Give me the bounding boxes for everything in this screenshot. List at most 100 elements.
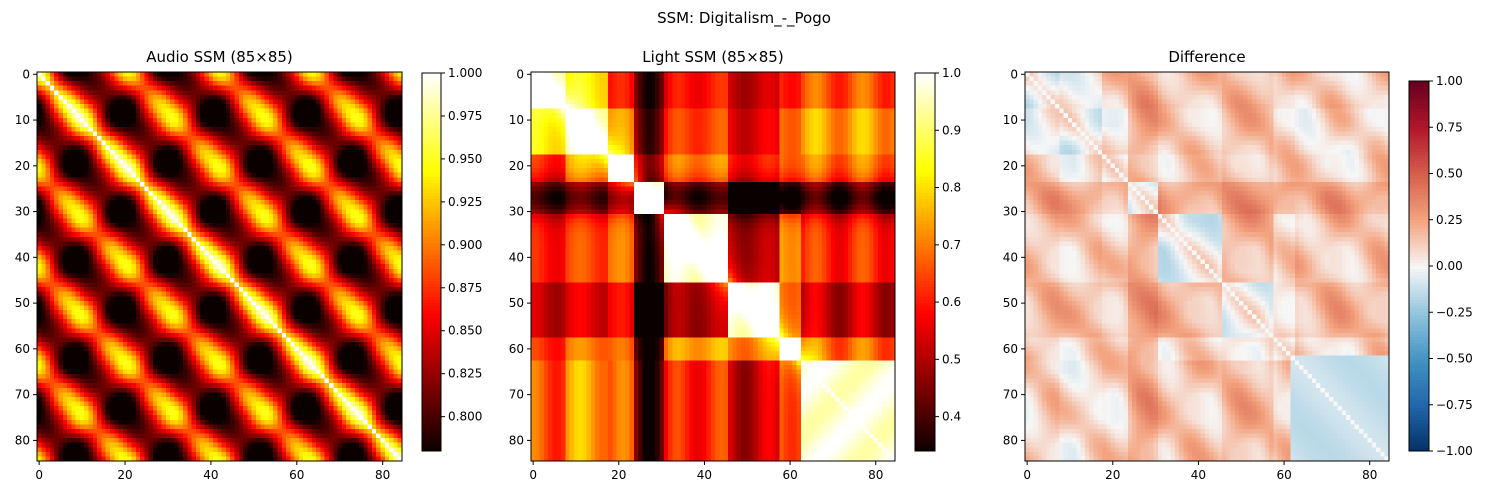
heatmap-cell — [299, 218, 304, 223]
heatmap-cell — [114, 237, 119, 242]
heatmap-cell — [359, 292, 364, 297]
heatmap-cell — [372, 255, 377, 260]
heatmap-cell — [149, 159, 154, 164]
heatmap-cell — [41, 278, 46, 283]
heatmap-cell — [346, 319, 351, 324]
heatmap-cell — [136, 218, 141, 223]
heatmap-cell — [308, 278, 313, 283]
heatmap-cell — [149, 177, 154, 182]
heatmap-cell — [97, 136, 102, 141]
heatmap-cell — [187, 287, 192, 292]
heatmap-cell — [277, 191, 282, 196]
heatmap-cell — [119, 196, 124, 201]
heatmap-cell — [342, 223, 347, 228]
heatmap-cell — [381, 292, 386, 297]
heatmap-cell — [58, 278, 63, 283]
heatmap-cell — [174, 122, 179, 127]
heatmap-cell — [196, 196, 201, 201]
heatmap-cell — [93, 196, 98, 201]
heatmap-cell — [256, 264, 261, 269]
heatmap-cell — [192, 324, 197, 329]
heatmap-cell — [333, 324, 338, 329]
heatmap-cell — [252, 237, 257, 242]
heatmap-cell — [131, 301, 136, 306]
heatmap-cell — [89, 209, 94, 214]
heatmap-cell — [247, 86, 252, 91]
heatmap-cell — [46, 214, 51, 219]
heatmap-cell — [192, 113, 197, 118]
heatmap-cell — [247, 159, 252, 164]
heatmap-cell — [295, 283, 300, 288]
heatmap-cell — [316, 173, 321, 178]
heatmap-cell — [355, 191, 360, 196]
heatmap-cell — [192, 260, 197, 265]
heatmap-cell — [157, 223, 162, 228]
heatmap-cell — [89, 264, 94, 269]
heatmap-cell — [162, 81, 167, 86]
heatmap-cell — [260, 214, 265, 219]
heatmap-cell — [342, 122, 347, 127]
heatmap-cell — [162, 177, 167, 182]
heatmap-cell — [303, 214, 308, 219]
heatmap-cell — [209, 122, 214, 127]
heatmap-cell — [252, 131, 257, 136]
heatmap-cell — [325, 310, 330, 315]
heatmap-cell — [140, 228, 145, 233]
heatmap-cell — [174, 104, 179, 109]
heatmap-cell — [265, 218, 270, 223]
heatmap-cell — [338, 86, 343, 91]
heatmap-cell — [235, 113, 240, 118]
heatmap-cell — [290, 205, 295, 210]
heatmap-cell — [269, 237, 274, 242]
heatmap-cell — [286, 122, 291, 127]
heatmap-cell — [76, 296, 81, 301]
heatmap-cell — [41, 81, 46, 86]
heatmap-cell — [119, 72, 124, 77]
heatmap-cell — [273, 223, 278, 228]
heatmap-cell — [372, 287, 377, 292]
heatmap-cell — [58, 191, 63, 196]
heatmap-cell — [368, 109, 373, 114]
heatmap-cell — [260, 273, 265, 278]
heatmap-cell — [119, 127, 124, 132]
heatmap-cell — [204, 223, 209, 228]
heatmap-cell — [37, 237, 42, 242]
heatmap-cell — [192, 127, 197, 132]
heatmap-cell — [295, 122, 300, 127]
heatmap-cell — [46, 337, 51, 342]
heatmap-cell — [320, 228, 325, 233]
heatmap-cell — [359, 86, 364, 91]
heatmap-cell — [166, 182, 171, 187]
heatmap-cell — [136, 196, 141, 201]
heatmap-cell — [209, 200, 214, 205]
heatmap-cell — [346, 154, 351, 159]
heatmap-cell — [247, 145, 252, 150]
heatmap-cell — [50, 301, 55, 306]
heatmap-cell — [46, 328, 51, 333]
heatmap-cell — [179, 122, 184, 127]
heatmap-cell — [41, 118, 46, 123]
heatmap-cell — [114, 278, 119, 283]
heatmap-cell — [58, 118, 63, 123]
heatmap-cell — [368, 273, 373, 278]
heatmap-cell — [333, 173, 338, 178]
heatmap-cell — [209, 177, 214, 182]
heatmap-cell — [84, 136, 89, 141]
heatmap-cell — [196, 305, 201, 310]
heatmap-cell — [333, 141, 338, 146]
heatmap-cell — [308, 164, 313, 169]
heatmap-cell — [239, 315, 244, 320]
heatmap-cell — [235, 159, 240, 164]
heatmap-cell — [230, 72, 235, 77]
heatmap-cell — [286, 99, 291, 104]
heatmap-cell — [127, 255, 132, 260]
heatmap-cell — [260, 264, 265, 269]
heatmap-cell — [50, 173, 55, 178]
heatmap-cell — [54, 319, 59, 324]
heatmap-cell — [179, 333, 184, 338]
heatmap-cell — [282, 269, 287, 274]
heatmap-cell — [316, 333, 321, 338]
heatmap-cell — [89, 218, 94, 223]
heatmap-cell — [54, 260, 59, 265]
heatmap-cell — [381, 196, 386, 201]
